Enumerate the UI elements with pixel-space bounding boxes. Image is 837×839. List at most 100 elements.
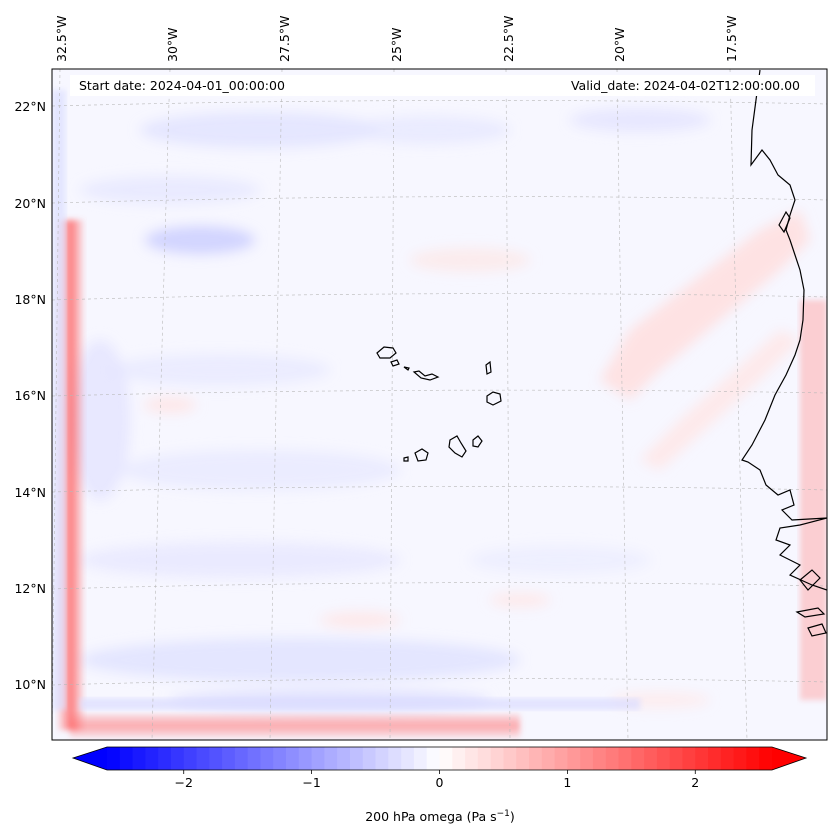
colorbar-cell (720, 747, 735, 770)
colorbar-cell (401, 747, 415, 770)
colorbar-extend-max (772, 747, 806, 770)
colorbar-cell (733, 747, 748, 770)
island-santiago (448, 435, 467, 458)
colorbar-label-exponent: −1 (497, 809, 510, 819)
graticule (52, 69, 827, 740)
colorbar-tick-label: 2 (691, 775, 699, 790)
colorbar-cell (107, 747, 121, 770)
colorbar-cell (234, 747, 249, 770)
colorbar-cell (708, 747, 722, 770)
island-santo-antao (376, 346, 397, 359)
field-blobs (70, 108, 710, 710)
colorbar: −2 −1 0 1 2 200 hPa omega (Pa s−1) (71, 746, 808, 824)
island-brava (403, 456, 409, 462)
valid-date-label: Valid_date: 2024-04-02T12:00:00.00 (571, 78, 800, 93)
map-panel: Start date: 2024-04-01_00:00:00 Valid_da… (51, 68, 828, 741)
left-edge-blue-band (52, 90, 66, 710)
lon-label: 22.5°W (501, 16, 516, 62)
colorbar-cell (132, 747, 146, 770)
colorbar-cell (311, 747, 326, 770)
colorbar-cell (631, 747, 645, 770)
colorbar-cell (260, 747, 274, 770)
colorbar-cells (107, 747, 773, 770)
colorbar-cell (145, 747, 159, 770)
right-edge-red-band (800, 300, 827, 700)
colorbar-cell (503, 747, 517, 770)
colorbar-tick-label: −1 (302, 775, 320, 790)
colorbar-cell (682, 747, 696, 770)
colorbar-label: 200 hPa omega (Pa s−1) (365, 809, 515, 824)
colorbar-cell (656, 747, 671, 770)
lat-label: 18°N (14, 292, 46, 307)
colorbar-cell (196, 747, 210, 770)
lat-label: 22°N (14, 99, 46, 114)
lat-label: 12°N (14, 581, 46, 596)
colorbar-cell (759, 747, 773, 770)
colorbar-cell (567, 747, 581, 770)
colorbar-cell (746, 747, 760, 770)
colorbar-cell (426, 747, 441, 770)
colorbar-cell (644, 747, 658, 770)
colorbar-cell (465, 747, 479, 770)
colorbar-cell (209, 747, 223, 770)
colorbar-cell (605, 747, 620, 770)
colorbar-cell (324, 747, 338, 770)
latitude-labels: 22°N 20°N 18°N 16°N 14°N 12°N 10°N (14, 99, 46, 692)
start-date-label: Start date: 2024-04-01_00:00:00 (79, 78, 285, 93)
colorbar-cell (170, 747, 185, 770)
colorbar-cell (337, 747, 351, 770)
colorbar-cell (516, 747, 530, 770)
colorbar-extend-min (73, 747, 107, 770)
colorbar-cell (669, 747, 684, 770)
lon-label: 25°W (389, 27, 404, 62)
colorbar-cell (490, 747, 505, 770)
colorbar-cell (592, 747, 607, 770)
colorbar-label-main: 200 hPa omega (Pa s (365, 809, 496, 824)
lat-label: 20°N (14, 196, 46, 211)
colorbar-cell (580, 747, 594, 770)
diagonal-red-band (600, 210, 810, 470)
colorbar-cell (439, 747, 453, 770)
island-maio (472, 435, 483, 448)
colorbar-cell (349, 747, 364, 770)
colorbar-cell (388, 747, 402, 770)
colorbar-cell (529, 747, 543, 770)
colorbar-cell (375, 747, 389, 770)
colorbar-cell (477, 747, 492, 770)
lon-label: 30°W (165, 27, 180, 62)
colorbar-cell (286, 747, 300, 770)
colorbar-tick-label: 0 (436, 775, 444, 790)
colorbar-cell (158, 747, 172, 770)
colorbar-cell (618, 747, 632, 770)
lon-label: 17.5°W (724, 16, 739, 62)
island-sao-nicolau (412, 370, 440, 381)
island-sal (485, 360, 492, 375)
colorbar-cell (541, 747, 556, 770)
lon-label: 20°W (612, 27, 627, 62)
island-boa-vista (486, 391, 502, 406)
lon-label: 32.5°W (54, 16, 69, 62)
island-santa-luzia (403, 366, 410, 371)
cape-verde-islands (376, 346, 502, 462)
longitude-labels: 32.5°W 30°W 27.5°W 25°W 22.5°W 20°W 17.5… (54, 16, 739, 62)
colorbar-ticks: −2 −1 0 1 2 (175, 770, 699, 790)
colorbar-cell (119, 747, 134, 770)
coastline (741, 69, 827, 637)
lat-label: 10°N (14, 677, 46, 692)
colorbar-cell (247, 747, 262, 770)
bottom-edge-red-band (70, 714, 520, 738)
colorbar-cell (298, 747, 313, 770)
colorbar-tick-label: 1 (563, 775, 571, 790)
colorbar-cell (452, 747, 466, 770)
colorbar-tick-label: −2 (175, 775, 193, 790)
lat-label: 16°N (14, 388, 46, 403)
colorbar-cell (362, 747, 377, 770)
colorbar-label-end: ) (510, 809, 515, 824)
colorbar-cell (183, 747, 198, 770)
colorbar-cell (695, 747, 709, 770)
colorbar-cell (222, 747, 236, 770)
lon-label: 27.5°W (277, 16, 292, 62)
bottom-edge-blue-band (80, 698, 640, 710)
colorbar-cell (554, 747, 568, 770)
